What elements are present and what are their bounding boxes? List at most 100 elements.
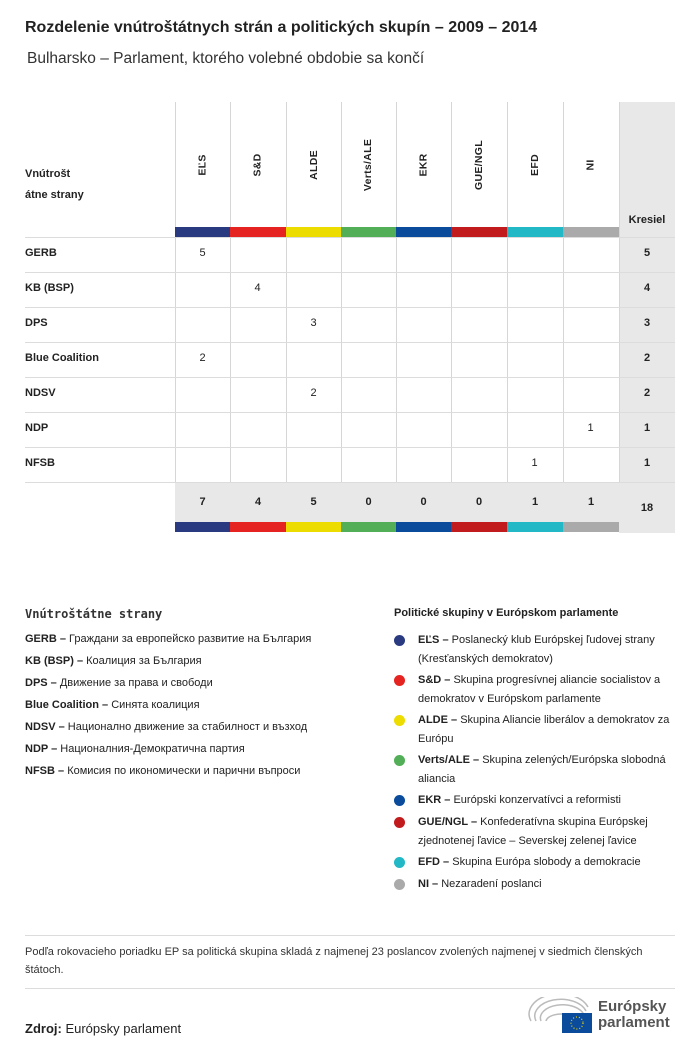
group-color-bar	[563, 522, 619, 532]
party-legend-item: Blue Coalition – Синята коалиция	[25, 699, 200, 711]
group-legend-item: EĽS – Poslanecký klub Európskej ľudovej …	[418, 634, 655, 665]
party-name: Националния-Демократична партия	[60, 743, 245, 755]
party-label: NDSV	[25, 387, 56, 399]
group-color-dot	[394, 795, 405, 806]
group-full-name: Nezaradení poslanci	[441, 878, 542, 890]
group-total: 0	[420, 496, 427, 508]
seat-count: 1	[587, 422, 594, 434]
group-full-name: Poslanecký klub Európskej ľudovej strany…	[418, 634, 655, 665]
header-divider	[25, 237, 675, 238]
parliament-hemicycle-icon	[528, 993, 592, 1033]
seat-count: 3	[310, 317, 317, 329]
group-abbr: EKR	[418, 794, 442, 806]
group-color-bar	[175, 522, 230, 532]
party-abbr: NDSV	[25, 721, 56, 733]
group-color-bar	[230, 227, 286, 237]
group-legend-item: EFD – Skupina Európa slobody a demokraci…	[418, 856, 641, 868]
total-column-background	[619, 102, 675, 533]
column-divider	[286, 102, 287, 482]
group-legend-item: NI – Nezaradení poslanci	[418, 878, 542, 890]
divider	[25, 988, 675, 989]
party-total: 3	[643, 317, 651, 329]
column-header: NI	[563, 110, 619, 220]
party-abbr: KB (BSP)	[25, 655, 74, 667]
column-header: EKR	[396, 110, 451, 220]
group-legend-item: Verts/ALE – Skupina zelených/Európska sl…	[418, 754, 666, 785]
column-header: EFD	[507, 110, 563, 220]
party-total: 2	[643, 387, 651, 399]
chart-title: Rozdelenie vnútroštátnych strán a politi…	[25, 19, 538, 36]
column-divider	[396, 102, 397, 482]
column-divider	[341, 102, 342, 482]
group-abbr: Verts/ALE	[418, 754, 470, 766]
groups-legend-title: Politické skupiny v Európskom parlamente	[394, 607, 619, 619]
party-total: 1	[643, 457, 651, 469]
column-divider	[230, 102, 231, 482]
group-color-bar	[286, 522, 341, 532]
group-name: EKR	[417, 153, 430, 177]
party-legend-item: NFSB – Комисия по икономически и парични…	[25, 765, 301, 777]
column-divider	[451, 102, 452, 482]
row-divider	[25, 482, 675, 483]
column-header: EĽS	[175, 110, 230, 220]
column-divider	[619, 102, 620, 482]
group-full-name: Skupina Aliancie liberálov a demokratov …	[418, 714, 670, 745]
group-color-bar	[507, 227, 563, 237]
group-total: 1	[531, 496, 539, 508]
group-color-bar	[451, 227, 507, 237]
party-legend-item: KB (BSP) – Коалиция за България	[25, 655, 202, 667]
group-total: 1	[587, 496, 595, 508]
group-name: ALDE	[307, 150, 320, 180]
group-color-bar	[507, 522, 563, 532]
logo-line1: Európsky	[598, 998, 667, 1015]
party-name: Национално движение за стабилност и възх…	[67, 721, 308, 733]
party-abbr: Blue Coalition	[25, 699, 99, 711]
source-label: Zdroj:	[25, 1021, 62, 1036]
group-color-dot	[394, 817, 405, 828]
row-divider	[25, 342, 675, 343]
group-total: 5	[310, 496, 317, 508]
group-color-dot	[394, 715, 405, 726]
row-divider	[25, 377, 675, 378]
party-name: Движение за права и свободи	[59, 677, 213, 689]
column-header: ALDE	[286, 110, 341, 220]
parties-legend-title: Vnútroštátne strany	[25, 607, 163, 621]
group-color-bar	[451, 522, 507, 532]
group-color-bar	[341, 227, 396, 237]
group-name: EĽS	[196, 154, 209, 176]
group-color-bar	[396, 522, 451, 532]
party-abbr: NFSB	[25, 765, 55, 777]
column-divider	[563, 102, 564, 482]
seat-count: 5	[199, 247, 206, 259]
group-name: EFD	[529, 154, 541, 176]
group-full-name: Európski konzervatívci a reformisti	[453, 794, 621, 806]
group-abbr: EĽS	[418, 634, 440, 646]
group-legend-item: GUE/NGL – Konfederatívna skupina Európsk…	[418, 816, 648, 847]
seat-count: 2	[199, 352, 206, 364]
totals-row-background	[175, 482, 619, 522]
row-divider	[25, 412, 675, 413]
party-name: Комисия по икономически и парични въпрос…	[67, 765, 301, 777]
party-total: 4	[643, 282, 651, 294]
column-divider	[507, 102, 508, 482]
footnote: Podľa rokovacieho poriadku EP sa politic…	[25, 946, 643, 976]
divider	[25, 935, 675, 936]
row-header: Vnútrošt átne strany	[25, 168, 84, 201]
party-abbr: DPS	[25, 677, 48, 689]
group-color-dot	[394, 879, 405, 890]
group-full-name: Skupina progresívnej aliancie socialisto…	[418, 674, 661, 705]
group-total: 0	[475, 496, 483, 508]
group-color-bar	[175, 227, 230, 237]
party-abbr: GERB	[25, 633, 57, 645]
logo-line2: parlament	[598, 1014, 670, 1031]
group-abbr: NI	[418, 878, 429, 890]
group-abbr: S&D	[418, 674, 442, 686]
column-header: Verts/ALE	[341, 110, 396, 220]
group-color-bar	[230, 522, 286, 532]
party-label: GERB	[25, 247, 57, 259]
seat-count: 4	[254, 282, 261, 294]
group-color-dot	[394, 755, 405, 766]
group-full-name: Skupina Európa slobody a demokracie	[452, 856, 641, 868]
party-label: NFSB	[25, 457, 55, 469]
group-name: GUE/NGL	[473, 140, 485, 190]
